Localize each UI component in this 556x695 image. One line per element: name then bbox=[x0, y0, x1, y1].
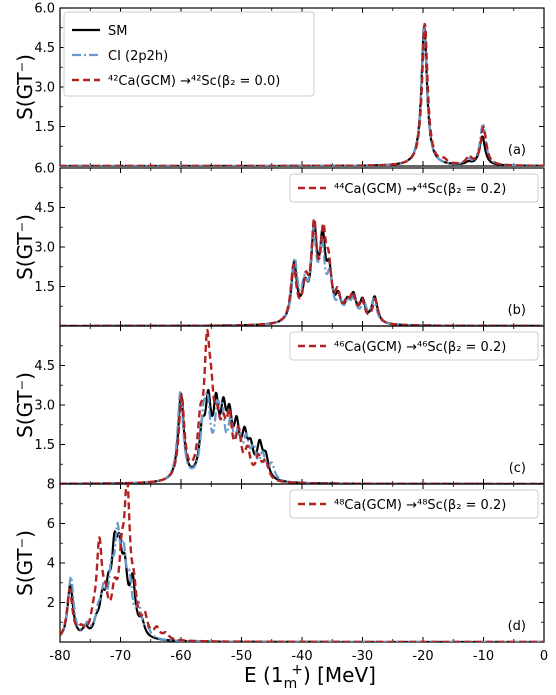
y-axis-label: S(GT⁻) bbox=[13, 54, 37, 120]
series-ci-line bbox=[60, 390, 544, 484]
x-tick-label: -70 bbox=[110, 649, 131, 664]
panels-group: 1.5 3.0 4.5 6.0 S(GT⁻) (a) SM CI (2p2h) ⁴²Ca(GCM… bbox=[13, 2, 545, 643]
series-sm-line bbox=[60, 530, 544, 642]
curves bbox=[60, 217, 544, 326]
panel-label: (a) bbox=[508, 143, 526, 158]
y-tick-label: 3.0 bbox=[34, 241, 55, 256]
x-tick-label: -20 bbox=[412, 649, 433, 664]
panel-label: (d) bbox=[508, 619, 526, 634]
legend-entry: ⁴⁶Ca(GCM) →⁴⁶Sc(β₂ = 0.2) bbox=[334, 340, 506, 355]
legend: ⁴⁴Ca(GCM) →⁴⁴Sc(β₂ = 0.2) bbox=[289, 173, 539, 203]
legend-box bbox=[289, 331, 539, 361]
legend-entry: ⁴²Ca(GCM) →⁴²Sc(β₂ = 0.0) bbox=[108, 74, 280, 89]
panel-a: 1.5 3.0 4.5 6.0 S(GT⁻) (a) SM CI (2p2h) ⁴²Ca(GCM… bbox=[13, 2, 545, 167]
legend-entry: SM bbox=[108, 24, 127, 39]
y-tick-label: 4 bbox=[47, 557, 55, 572]
y-tick-label: 8 bbox=[47, 478, 55, 493]
y-tick-label: 6.0 bbox=[34, 2, 55, 17]
x-tick-label: -80 bbox=[49, 649, 70, 664]
series-gcm-line bbox=[60, 484, 544, 642]
x-tick-label: -10 bbox=[473, 649, 494, 664]
x-tick-label: -30 bbox=[352, 649, 373, 664]
series-gcm-line bbox=[60, 22, 544, 166]
series-sm-line bbox=[60, 388, 544, 484]
legend: ⁴⁶Ca(GCM) →⁴⁶Sc(β₂ = 0.2) bbox=[289, 331, 539, 361]
legend-entry: CI (2p2h) bbox=[108, 49, 168, 64]
legend: ⁴⁸Ca(GCM) →⁴⁸Sc(β₂ = 0.2) bbox=[289, 489, 539, 519]
y-tick-label: 1.5 bbox=[34, 280, 55, 295]
x-tick-label: -60 bbox=[170, 649, 191, 664]
curves bbox=[60, 22, 544, 166]
y-tick-label: 4.5 bbox=[34, 359, 55, 374]
y-axis-label: S(GT⁻) bbox=[13, 372, 37, 438]
y-axis-label: S(GT⁻) bbox=[13, 214, 37, 280]
panel-label: (b) bbox=[508, 303, 526, 318]
legend-box bbox=[289, 173, 539, 203]
series-gcm-line bbox=[60, 217, 544, 326]
y-tick-label: 3.0 bbox=[34, 81, 55, 96]
y-tick-label: 6.0 bbox=[34, 162, 55, 177]
panel-b: 1.5 3.0 4.5 6.0 S(GT⁻) (b) ⁴⁴Ca(GCM) →⁴⁴Sc(β₂ … bbox=[13, 162, 545, 327]
panel-d: 2 4 6 8 S(GT⁻) (d) ⁴⁸Ca(GCM) →⁴⁸Sc(β₂ = 0.2) bbox=[13, 478, 545, 643]
y-tick-label: 2 bbox=[47, 596, 55, 611]
series-sm-line bbox=[60, 220, 544, 326]
legend: SM CI (2p2h) ⁴²Ca(GCM) →⁴²Sc(β₂ = 0.0) bbox=[63, 11, 315, 97]
legend-entry: ⁴⁸Ca(GCM) →⁴⁸Sc(β₂ = 0.2) bbox=[334, 498, 506, 513]
series-gcm-line bbox=[60, 328, 544, 484]
panel-label: (c) bbox=[509, 461, 526, 476]
y-axis-label: S(GT⁻) bbox=[13, 530, 37, 596]
curves bbox=[60, 484, 544, 642]
legend-box bbox=[63, 11, 315, 97]
panel-c: 1.5 3.0 4.5S(GT⁻) (c) ⁴⁶Ca(GCM) →⁴⁶Sc(β₂ = 0… bbox=[13, 325, 545, 485]
x-axis-label: E (1m+) [MeV] bbox=[244, 662, 376, 692]
legend-box bbox=[289, 489, 539, 519]
y-tick-label: 4.5 bbox=[34, 201, 55, 216]
y-tick-label: 1.5 bbox=[34, 438, 55, 453]
x-tick-label: 0 bbox=[540, 649, 548, 664]
x-tick-labels: -80 -70 -60 -50 -40 -30 -20 -10 0 bbox=[49, 649, 548, 664]
series-ci-line bbox=[60, 226, 544, 326]
y-tick-label: 1.5 bbox=[34, 120, 55, 135]
y-tick-label: 6 bbox=[47, 517, 55, 532]
x-tick-label: -50 bbox=[231, 649, 252, 664]
series-ci-line bbox=[60, 522, 544, 642]
legend-entry: ⁴⁴Ca(GCM) →⁴⁴Sc(β₂ = 0.2) bbox=[334, 182, 506, 197]
y-tick-label: 3.0 bbox=[34, 399, 55, 414]
x-tick-label: -40 bbox=[291, 649, 312, 664]
y-tick-label: 4.5 bbox=[34, 41, 55, 56]
